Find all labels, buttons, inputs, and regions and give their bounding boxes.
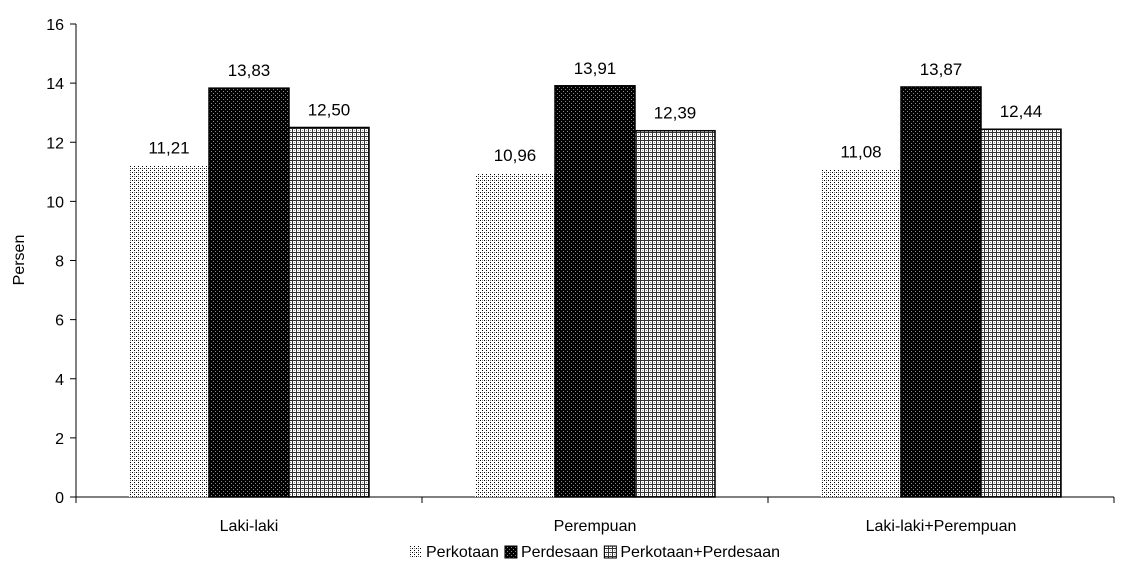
category-label: Perempuan [554,518,637,535]
bar-perdesaan-0 [208,87,290,498]
data-label: 12,50 [308,100,351,119]
bars [129,85,1062,498]
data-label: 12,39 [654,104,697,123]
y-tick-label: 4 [55,372,64,389]
bar-perkotaan-perdesaan-1 [634,129,716,498]
bar-perdesaan-1 [554,85,636,498]
legend: Perkotaan Perdesaan Perkotaan+Perdesaan [410,544,780,561]
y-tick-label: 2 [55,431,64,448]
bar-perdesaan-2 [900,86,982,498]
data-label: 12,44 [1000,102,1043,121]
bar-perkotaan-2 [821,169,901,497]
legend-label: Perkotaan [426,544,499,561]
data-label: 11,08 [840,142,881,161]
data-label: 13,91 [574,59,617,78]
legend-swatch [410,546,422,558]
category-label: Laki-laki [220,518,279,535]
y-tick-label: 12 [46,135,64,152]
category-labels: Laki-laki Perempuan Laki-laki+Perempuan [220,518,1017,535]
y-axis-title: Persen [11,235,28,286]
y-tick-label: 0 [55,490,64,507]
x-ticks [75,497,1115,503]
bar-perkotaan-0 [129,165,209,497]
y-ticks: 0 2 4 6 8 10 12 14 16 [46,17,76,507]
bar-perkotaan-perdesaan-2 [980,128,1062,498]
y-tick-label: 14 [46,76,64,93]
data-label: 13,87 [920,60,963,79]
data-labels: 11,21 13,83 12,50 10,96 13,91 12,39 11,08 13,87… [148,59,1042,165]
bar-perkotaan-perdesaan-0 [288,126,370,498]
data-label: 13,83 [228,61,271,80]
data-label: 11,21 [148,139,189,158]
legend-label: Perkotaan+Perdesaan [620,544,780,561]
y-tick-label: 10 [46,194,64,211]
legend-label: Perdesaan [521,544,598,561]
legend-swatch [603,545,617,559]
y-tick-label: 6 [55,313,64,330]
bar-perkotaan-1 [475,172,555,497]
data-label: 10,96 [494,146,537,165]
category-label: Laki-laki+Perempuan [866,518,1017,535]
y-tick-label: 16 [46,17,64,34]
legend-swatch [504,545,518,559]
y-tick-label: 8 [55,254,64,271]
